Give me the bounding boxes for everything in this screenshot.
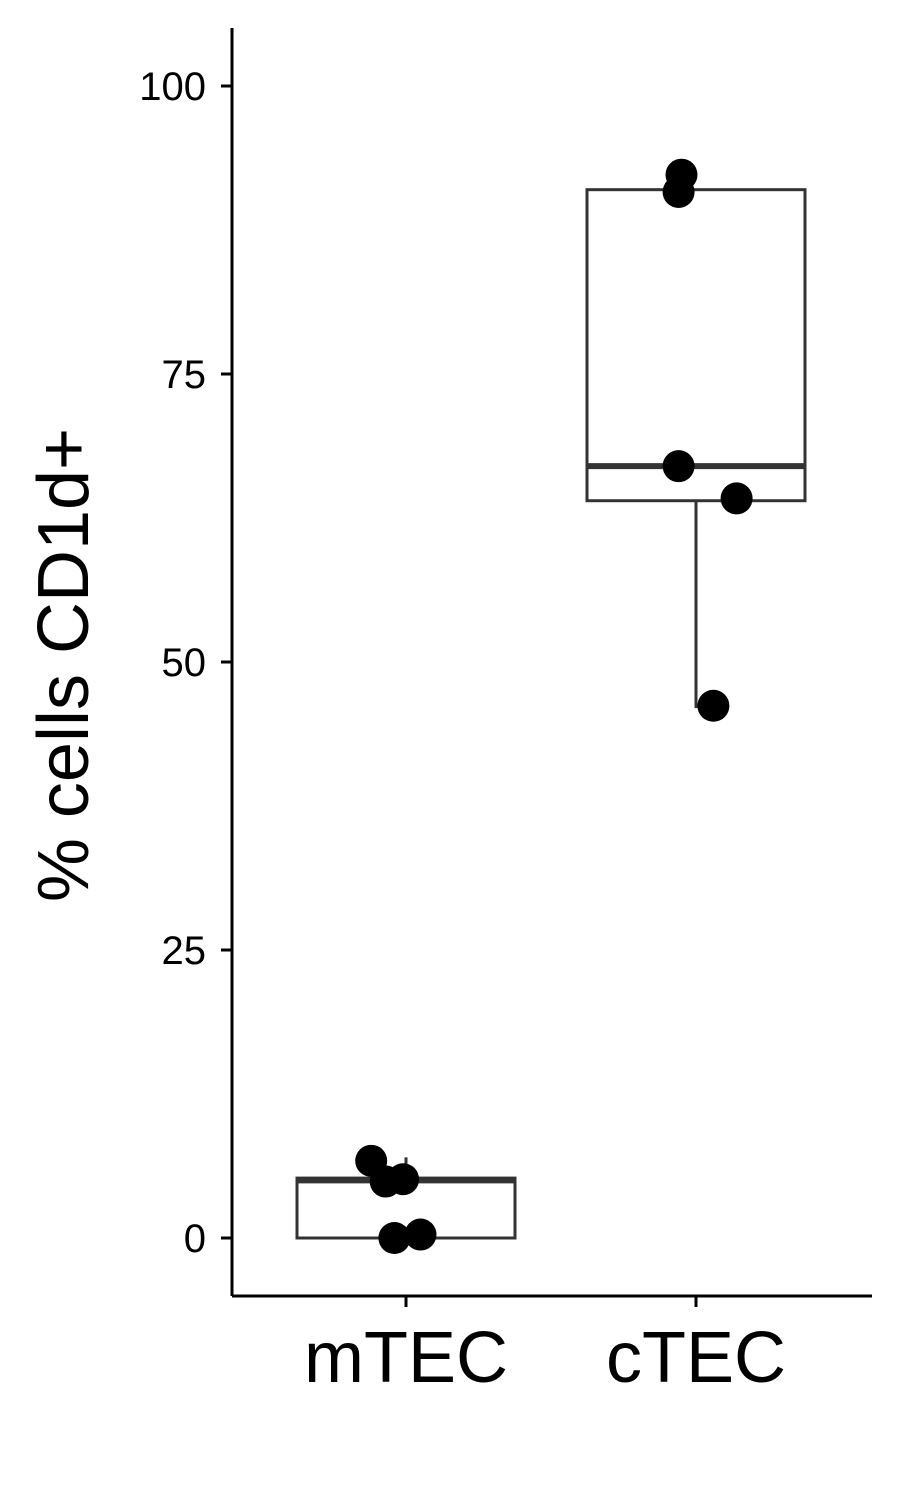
box-ctec — [585, 188, 807, 709]
y-tick-label: 50 — [162, 641, 207, 685]
data-point-ctec — [662, 175, 695, 208]
boxes-layer — [295, 188, 807, 1240]
box-iqr — [585, 188, 807, 503]
y-tick-label: 25 — [162, 929, 207, 973]
data-point-mtec — [387, 1163, 420, 1196]
data-point-ctec — [720, 482, 753, 515]
data-point-mtec — [378, 1222, 411, 1254]
y-tick-label: 100 — [139, 65, 206, 109]
x-ticks: mTEC cTEC — [304, 1296, 786, 1398]
x-tick-label-ctec: cTEC — [606, 1318, 786, 1398]
data-point-mtec — [404, 1218, 437, 1251]
y-tick-label: 75 — [162, 353, 207, 397]
y-tick-label: 0 — [184, 1217, 206, 1261]
x-tick-label-mtec: mTEC — [304, 1318, 508, 1398]
points-layer — [355, 158, 753, 1254]
y-ticks: 0 25 50 75 100 — [139, 65, 232, 1261]
data-point-ctec — [697, 689, 730, 722]
data-point-ctec — [662, 450, 695, 483]
y-axis-title: % cells CD1d+ — [24, 428, 104, 902]
